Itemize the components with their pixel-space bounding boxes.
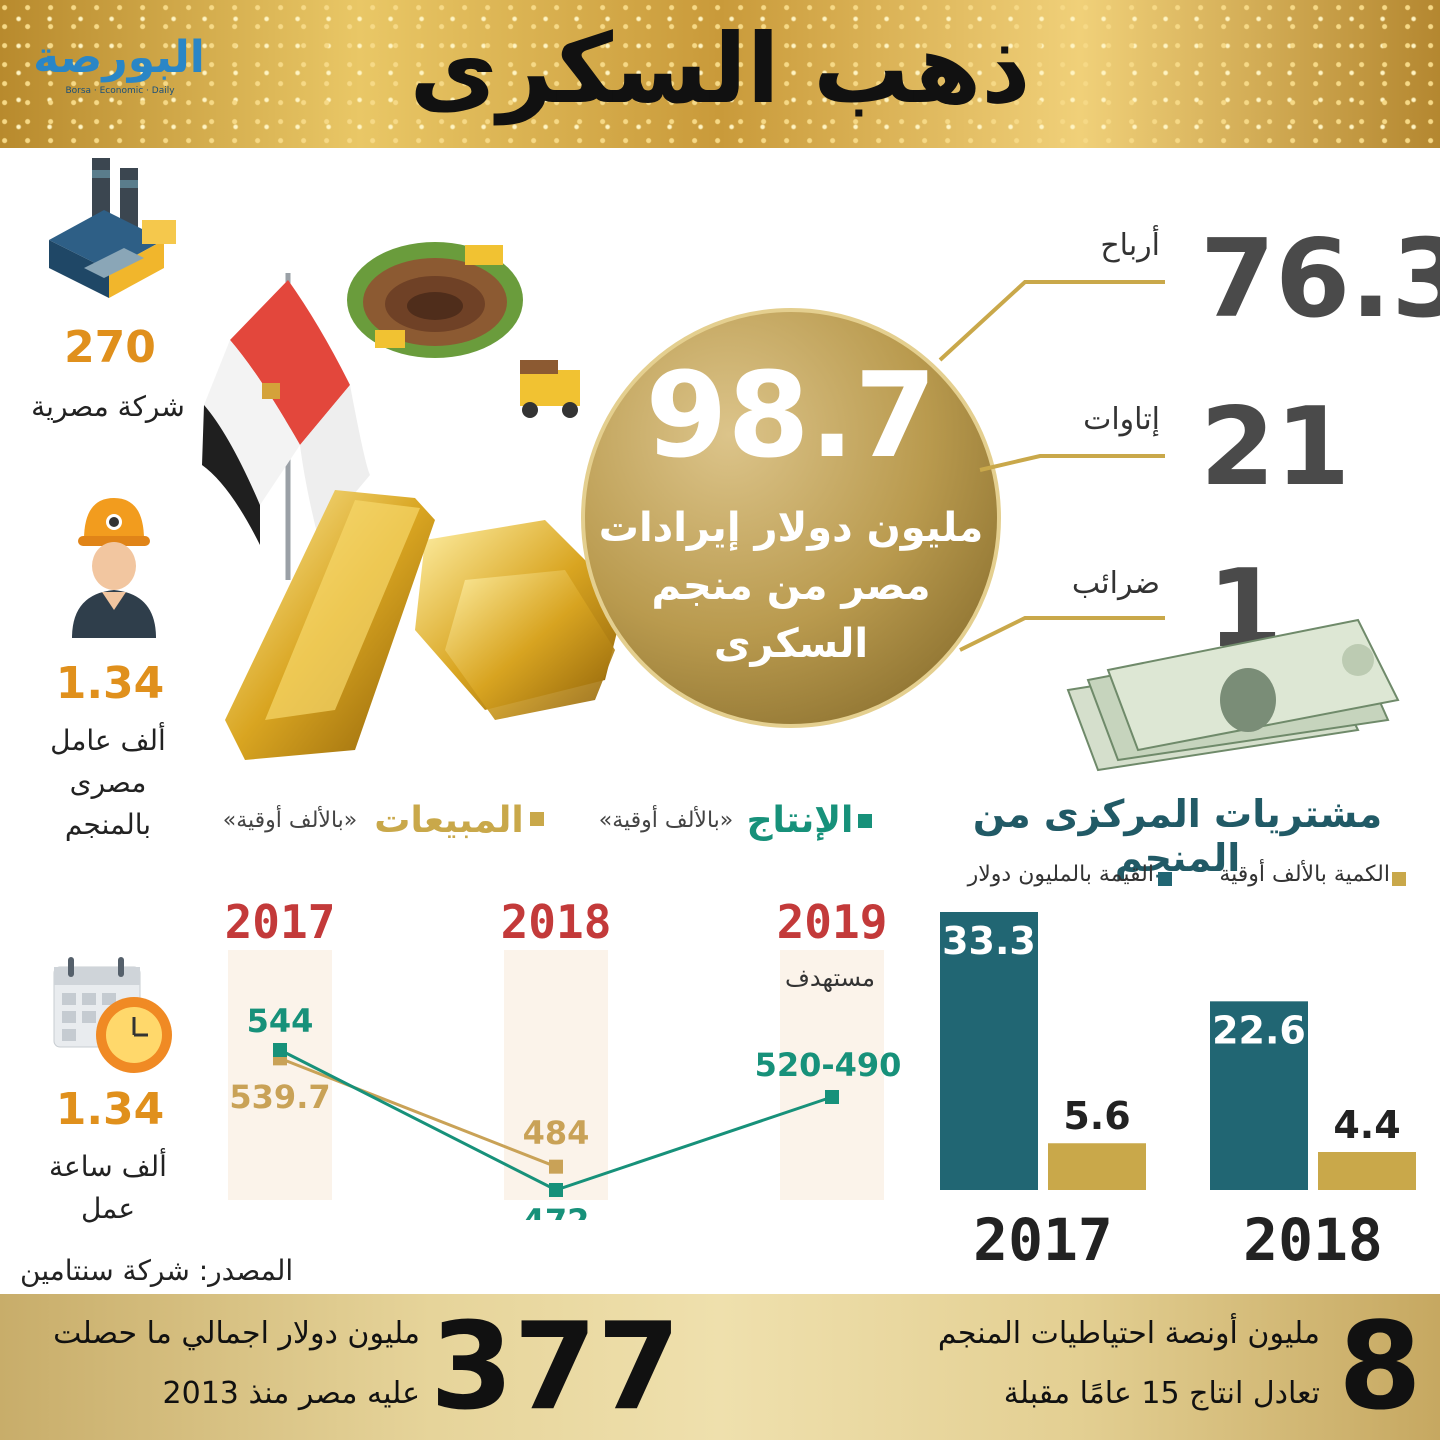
breakdown-connectors	[938, 280, 1165, 652]
production-point	[549, 1183, 563, 1197]
production-point	[273, 1043, 287, 1057]
year-band	[504, 950, 608, 1200]
reserves-line-1: مليون أونصة احتياطيات المنجم	[937, 1316, 1320, 1351]
companies-value: 270	[64, 322, 156, 373]
hours-value: 1.34	[55, 1084, 165, 1135]
legend-sales-label: المبيعات	[374, 800, 524, 841]
legend-prod-swatch	[858, 814, 872, 828]
legend-value-label: القيمة بالمليون دولار	[967, 862, 1154, 887]
quantity-bar-label: 5.6	[1063, 1094, 1130, 1138]
legend-qty-label: الكمية بالألف أوقية	[1219, 862, 1390, 887]
year-band	[780, 950, 884, 1200]
egypt-flag-icon	[202, 273, 370, 580]
production-label: 520-490	[755, 1046, 902, 1084]
workers-label-2: مصرى	[69, 766, 147, 799]
legend-prod-label: الإنتاج	[746, 800, 854, 841]
workers-label-1: ألف عامل	[50, 724, 166, 757]
taxes-label: ضرائب	[1071, 566, 1160, 601]
value-bar	[1210, 1001, 1308, 1190]
legend-value-swatch	[1158, 872, 1172, 886]
bar-chart: 33.3 5.6 2017 22.6 4.4 2018	[940, 912, 1416, 1270]
legend-qty-swatch	[1392, 872, 1406, 886]
legend-prod-unit: «بالألف أوقية»	[598, 808, 734, 833]
quantity-bar-label: 4.4	[1333, 1103, 1400, 1147]
source-note: المصدر: شركة سنتامين	[20, 1254, 294, 1287]
brand-logo-subtitle: Borsa · Economic · Daily	[65, 86, 175, 96]
money-icon	[1066, 618, 1400, 772]
revenue-line-1: مليون دولار إيرادات	[598, 505, 984, 551]
quantity-bar	[1318, 1152, 1416, 1190]
production-label: 472	[523, 1202, 590, 1220]
year-label: 2018	[501, 895, 612, 949]
total-line-2: عليه مصر منذ 2013	[162, 1376, 420, 1411]
production-label: 544	[247, 1002, 314, 1040]
target-label: مستهدف	[784, 964, 876, 992]
sales-label: 484	[523, 1114, 590, 1152]
calendar-clock-icon	[53, 957, 172, 1073]
quantity-bar	[1048, 1143, 1146, 1190]
total-line-1: مليون دولار اجمالي ما حصلت	[53, 1316, 420, 1351]
sales-line	[279, 1056, 557, 1169]
profits-label: أرباح	[1100, 228, 1160, 263]
revenue-circle	[581, 308, 1001, 728]
worker-icon	[72, 498, 156, 638]
bar-year-label: 2017	[973, 1206, 1113, 1270]
header-banner	[0, 0, 1440, 148]
reserves-value: 8	[1338, 1298, 1422, 1437]
footer-banner	[0, 1294, 1440, 1440]
sales-point	[549, 1159, 563, 1174]
revenue-line-2: مصر من منجم	[651, 563, 931, 609]
page-title: ذهب السكرى	[409, 13, 1031, 125]
hours-label-1: ألف ساعة	[49, 1150, 167, 1183]
factory-icon	[49, 158, 176, 298]
line-chart: 2017 2018 2019 544 539.7 484 472 520-490	[225, 895, 902, 1220]
sales-label: 539.7	[229, 1078, 330, 1116]
year-band	[228, 950, 332, 1200]
profits-value: 76.3	[1200, 217, 1440, 342]
brand-logo: البورصة	[33, 32, 205, 83]
bar-chart-title: مشتريات المركزى من المنجم	[972, 792, 1383, 880]
revenue-line-3: السكرى	[713, 621, 869, 667]
mine-icon	[347, 242, 580, 418]
gold-bars-icon	[225, 490, 625, 760]
value-bar-label: 22.6	[1212, 1008, 1306, 1052]
royalties-value: 21	[1200, 385, 1351, 510]
reserves-line-2: تعادل انتاج 15 عامًا مقبلة	[1003, 1376, 1320, 1411]
year-label: 2017	[225, 895, 336, 949]
value-bar	[940, 912, 1038, 1190]
total-value: 377	[430, 1298, 681, 1437]
workers-label-3: بالمنجم	[64, 808, 152, 841]
workers-value: 1.34	[55, 658, 165, 709]
value-bar-label: 33.3	[942, 919, 1036, 963]
legend-sales-swatch	[530, 812, 544, 826]
production-point	[825, 1090, 839, 1104]
companies-label: شركة مصرية	[31, 390, 185, 423]
legend-sales-unit: «بالألف أوقية»	[222, 808, 358, 833]
revenue-value: 98.7	[645, 346, 937, 484]
year-label: 2019	[777, 895, 888, 949]
royalties-label: إتاوات	[1083, 402, 1160, 437]
bar-year-label: 2018	[1243, 1206, 1383, 1270]
hours-label-2: عمل	[80, 1192, 136, 1225]
